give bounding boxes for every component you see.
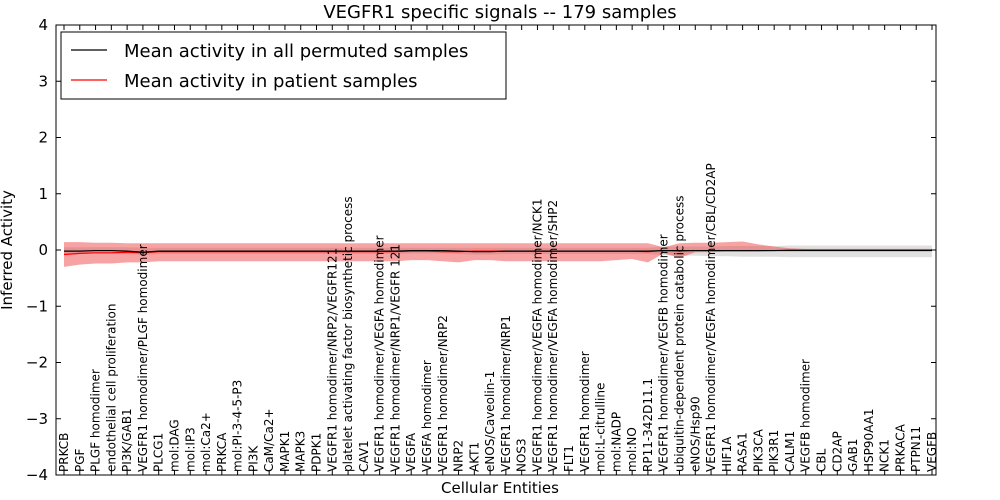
x-tick-label: PRKCB — [57, 433, 71, 472]
x-tick-label: VEGFR1 homodimer/VEGFA homodimer/NCK1 — [530, 198, 544, 472]
x-tick-label: CBL — [815, 448, 829, 472]
x-tick-label: PLGF homodimer — [89, 369, 103, 472]
x-tick-label: PI3K — [246, 445, 260, 472]
x-tick-label: VEGFR1 homodimer/NRP1/VEGFR 121 — [388, 244, 402, 472]
x-tick-label: HIF1A — [720, 436, 734, 472]
x-tick-label: PGF — [73, 448, 87, 472]
x-tick-label: VEGFB homodimer — [799, 359, 813, 472]
y-tick-label: −4 — [26, 466, 48, 484]
legend-label-patient: Mean activity in patient samples — [124, 71, 418, 92]
x-tick-label: PIK3R1 — [767, 430, 781, 472]
y-tick-label: 0 — [38, 241, 48, 259]
x-tick-label: VEGFR1 homodimer/PLGF homodimer — [136, 244, 150, 472]
y-tick-label: −1 — [26, 297, 48, 315]
x-tick-label: MAPK3 — [294, 431, 308, 472]
x-tick-label: PTPN11 — [909, 426, 923, 472]
x-axis-label: Cellular Entities — [441, 479, 559, 497]
x-tick-label: VEGFR1 homodimer — [578, 351, 592, 472]
x-tick-label: AKT1 — [467, 442, 481, 472]
x-tick-label: eNOS/Hsp90 — [688, 396, 702, 472]
confidence-bands — [64, 241, 932, 267]
x-tick-label: platelet activating factor biosynthetic … — [341, 196, 355, 472]
x-tick-label: VEGFR1 homodimer/VEGFA homodimer — [373, 235, 387, 472]
chart-title: VEGFR1 specific signals -- 179 samples — [323, 2, 676, 23]
x-tick-label: CAV1 — [357, 440, 371, 472]
y-tick-label: 2 — [38, 129, 48, 147]
legend: Mean activity in all permuted samples Me… — [60, 31, 507, 100]
x-tick-label: mol:IP3 — [183, 427, 197, 472]
x-tick-label: FLT1 — [562, 445, 576, 472]
x-tick-label: RASA1 — [736, 432, 750, 472]
y-tick-label: −3 — [26, 410, 48, 428]
x-tick-label: NRP2 — [452, 440, 466, 472]
x-tick-label: mol:Ca2+ — [199, 412, 213, 472]
x-tick-label: mol:PI-3-4-5-P3 — [231, 380, 245, 472]
x-tick-label: NOS3 — [515, 438, 529, 472]
y-axis: −4 −3 −2 −1 0 1 2 3 4 — [26, 16, 936, 484]
x-tick-label: VEGFA homodimer — [420, 360, 434, 472]
x-tick-label: mol:NO — [625, 427, 639, 472]
x-tick-label: CALM1 — [783, 431, 797, 472]
x-tick-label: eNOS/Caveolin-1 — [483, 371, 497, 472]
y-tick-label: −2 — [26, 354, 48, 372]
x-tick-label: VEGFR1 homodimer/NRP1 — [499, 315, 513, 472]
x-tick-label: CD2AP — [830, 431, 844, 472]
x-tick-label: mol:NADP — [609, 412, 623, 472]
x-tick-label: VEGFR1 homodimer/VEGFB homodimer — [657, 234, 671, 472]
x-tick-label: VEGFR1 homodimer/NRP2/VEGFR121 — [325, 248, 339, 472]
x-tick-label: mol:L-citrulline — [594, 383, 608, 472]
x-tick-label: VEGFR1 homodimer/VEGFA homodimer/CBL/CD2… — [704, 163, 718, 472]
x-tick-label: PDPK1 — [310, 433, 324, 472]
y-tick-label: 1 — [38, 185, 48, 203]
x-tick-label: HSP90AA1 — [862, 408, 876, 472]
x-tick-label: VEGFR1 homodimer/NRP2 — [436, 315, 450, 472]
x-tick-label: VEGFB — [925, 432, 939, 472]
x-tick-label: CaM/Ca2+ — [262, 408, 276, 472]
x-tick-label: MAPK1 — [278, 431, 292, 472]
y-tick-label: 3 — [38, 72, 48, 90]
x-tick-label: VEGFA — [404, 432, 418, 472]
x-tick-label: VEGFR1 homodimer/VEGFA homodimer/SHP2 — [546, 200, 560, 472]
x-tick-label: endothelial cell proliferation — [104, 304, 118, 472]
x-tick-label: RP11-342D11.1 — [641, 378, 655, 472]
permuted-mean-line — [64, 249, 932, 253]
x-tick-label: mol:DAG — [167, 419, 181, 472]
legend-frame — [60, 31, 507, 100]
x-tick-label: PLCG1 — [152, 433, 166, 472]
x-tick-label: PIK3CA — [751, 428, 765, 472]
x-tick-label: PI3K/GAB1 — [120, 408, 134, 472]
y-tick-label: 4 — [38, 16, 48, 34]
x-tick-label: NCK1 — [878, 439, 892, 472]
patient-band — [64, 241, 932, 267]
x-tick-label: GAB1 — [846, 439, 860, 472]
x-axis: PRKCB PGF PLGF homodimer endothelial cell p… — [57, 25, 939, 475]
x-tick-label: PRKACA — [893, 423, 907, 472]
x-tick-label: ubiquitin-dependent protein catabolic pr… — [672, 196, 686, 472]
x-tick-label: PRKCA — [215, 432, 229, 472]
y-axis-label: Inferred Activity — [0, 190, 16, 310]
legend-label-permuted: Mean activity in all permuted samples — [124, 41, 468, 62]
series-lines — [63, 249, 932, 256]
